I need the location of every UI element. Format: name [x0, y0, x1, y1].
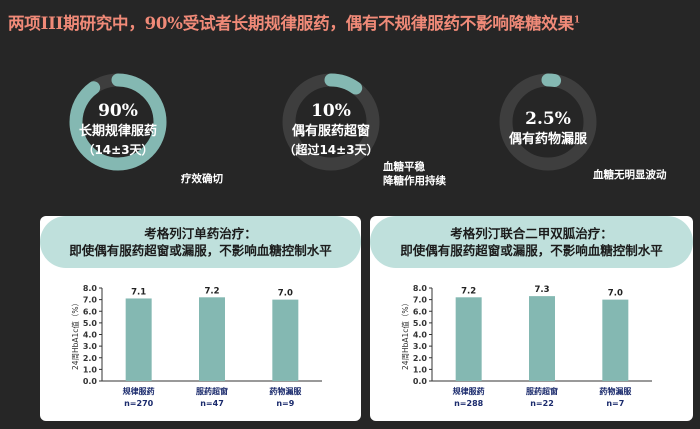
y-axis-label: 24周HbA1c值（%）: [70, 299, 80, 370]
ring-sub: （超过14±3天）: [283, 143, 379, 157]
ring-percent: 10%: [311, 101, 351, 121]
y-axis-label: 24周HbA1c值（%）: [400, 299, 410, 370]
y-tick-label: 0.0: [413, 377, 428, 386]
x-category-label: 药物漏服: [269, 386, 302, 396]
x-category-label: 服药超窗: [526, 386, 558, 396]
bar-chart-combination: 0.01.02.03.04.05.06.07.08.024周HbA1c值（%）7…: [400, 284, 652, 408]
y-tick-label: 8.0: [83, 284, 98, 293]
bar: [529, 296, 555, 381]
x-category-label: 规律服药: [453, 386, 485, 396]
y-tick-label: 3.0: [83, 342, 98, 351]
ring-regular-dosing: 90% 长期规律服药 （14±3天）: [63, 60, 173, 190]
ring-chart-missed: [499, 73, 597, 171]
ring-sub: （14±3天）: [82, 143, 154, 157]
bar: [455, 297, 482, 381]
ring-chart-window: [282, 73, 380, 171]
x-category-label: 规律服药: [123, 386, 155, 396]
y-tick-label: 7.0: [83, 296, 98, 305]
y-tick-label: 3.0: [413, 342, 428, 351]
note-efficacy: 疗效确切: [181, 173, 223, 185]
bar: [272, 299, 299, 381]
y-tick-label: 5.0: [83, 319, 98, 328]
panel-heading-pill: 考格列汀单药治疗： 即使偶有服药超窗或漏服，不影响血糖控制水平: [40, 216, 361, 268]
y-tick-label: 4.0: [413, 331, 428, 340]
y-tick-label: 6.0: [83, 307, 98, 316]
y-tick-label: 1.0: [83, 365, 98, 374]
ring-progress-arc: [282, 73, 380, 171]
ring-label: 偶有服药超窗: [291, 124, 370, 139]
ring-missed-dose: 2.5% 偶有药物漏服: [493, 60, 603, 190]
x-n-label: n=9: [276, 399, 294, 408]
panel-heading-pill: 考格列汀联合二甲双胍治疗： 即使偶有服药超窗或漏服，不影响血糖控制水平: [370, 216, 693, 268]
note-no-fluctuation: 血糖无明显波动: [593, 169, 667, 181]
ring-percent: 2.5%: [525, 109, 571, 129]
bar-chart-monotherapy: 0.01.02.03.04.05.06.07.08.024周HbA1c值（%）7…: [70, 284, 322, 408]
ring-percent: 90%: [98, 101, 138, 121]
bar-value-label: 7.0: [278, 289, 293, 299]
x-category-label: 服药超窗: [196, 386, 228, 396]
y-tick-label: 7.0: [413, 296, 428, 305]
page-title: 两项III期研究中，90%受试者长期规律服药，偶有不规律服药不影响降糖效果1: [8, 14, 580, 33]
bar-value-label: 7.3: [534, 285, 549, 295]
y-tick-label: 8.0: [413, 284, 428, 293]
bar-value-label: 7.0: [608, 289, 623, 299]
x-category-label: 药物漏服: [599, 386, 632, 396]
x-n-label: n=270: [124, 399, 154, 408]
y-tick-label: 2.0: [83, 354, 98, 363]
ring-label: 偶有药物漏服: [508, 132, 587, 147]
x-n-label: n=47: [200, 399, 224, 408]
panel-monotherapy: 考格列汀单药治疗： 即使偶有服药超窗或漏服，不影响血糖控制水平 0.0 1.0 2.…: [40, 216, 361, 421]
y-tick-label: 4.0: [83, 331, 98, 340]
note-glucose-stable: 血糖平稳 降糖作用持续: [383, 161, 446, 187]
y-tick-label: 1.0: [413, 365, 428, 374]
bar: [602, 299, 629, 381]
x-n-label: n=7: [606, 399, 624, 408]
panel-subheading: 即使偶有服药超窗或漏服，不影响血糖控制水平: [69, 243, 332, 258]
ring-progress-arc: [499, 73, 597, 171]
ring-window-exceeded: 10% 偶有服药超窗 （超过14±3天）: [276, 60, 386, 190]
x-n-label: n=22: [530, 399, 554, 408]
ring-label: 长期规律服药: [78, 124, 157, 139]
y-tick-label: 6.0: [413, 307, 428, 316]
bar: [199, 297, 225, 381]
bar-value-label: 7.2: [204, 286, 219, 296]
panel-combination: 考格列汀联合二甲双胍治疗： 即使偶有服药超窗或漏服，不影响血糖控制水平 0.0 1…: [370, 216, 693, 421]
y-tick-label: 2.0: [413, 354, 428, 363]
bar-value-label: 7.2: [461, 286, 476, 296]
y-tick-label: 0.0: [83, 377, 98, 386]
panel-heading: 考格列汀单药治疗：: [144, 226, 257, 241]
panel-heading: 考格列汀联合二甲双胍治疗：: [450, 226, 613, 241]
panel-subheading: 即使偶有服药超窗或漏服，不影响血糖控制水平: [400, 243, 663, 258]
y-tick-label: 5.0: [413, 319, 428, 328]
bar: [125, 298, 152, 381]
bar-value-label: 7.1: [131, 287, 146, 297]
ring-chart-regular: [69, 73, 167, 171]
x-n-label: n=288: [454, 399, 484, 408]
ring-progress-arc: [69, 73, 167, 171]
